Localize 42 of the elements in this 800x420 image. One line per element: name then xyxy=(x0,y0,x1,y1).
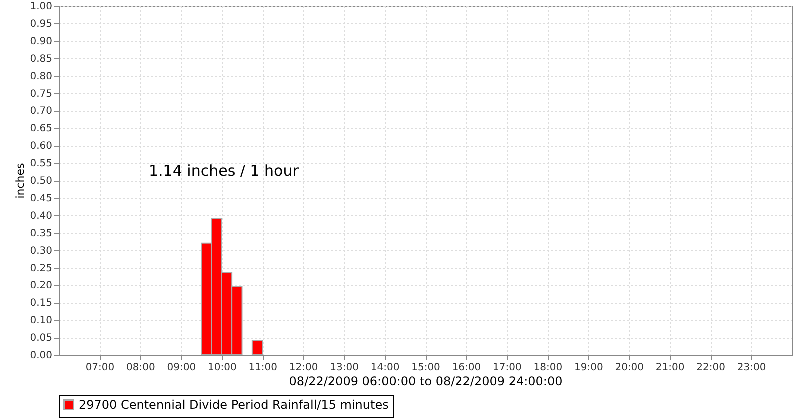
x-tick-label: 10:00 xyxy=(208,362,237,374)
y-tick-label: 0.95 xyxy=(30,18,52,30)
x-tick-label: 22:00 xyxy=(696,362,726,374)
x-tick-label: 19:00 xyxy=(574,362,604,374)
y-tick-label: 0.20 xyxy=(30,280,52,292)
y-tick-label: 0.50 xyxy=(30,176,52,187)
x-tick-label: 07:00 xyxy=(86,362,115,374)
y-tick-label: 0.15 xyxy=(30,298,52,310)
y-tick-label: 1.00 xyxy=(30,2,52,12)
y-tick-label: 0.80 xyxy=(30,71,52,82)
x-tick-label: 23:00 xyxy=(737,362,766,374)
y-tick-label: 0.90 xyxy=(30,36,52,48)
y-tick-label: 0.35 xyxy=(30,228,52,240)
x-axis-title: 08/22/2009 06:00:00 to 08/22/2009 24:00:00 xyxy=(289,374,563,388)
y-tick-label: 0.10 xyxy=(30,316,52,327)
annotation: 1.14 inches / 1 hour xyxy=(149,162,300,180)
x-tick-label: 12:00 xyxy=(289,362,318,374)
y-tick-label: 0.65 xyxy=(30,124,52,135)
y-tick-label: 0.85 xyxy=(30,54,52,65)
x-tick-label: 18:00 xyxy=(534,362,563,374)
x-tick-label: 16:00 xyxy=(452,362,482,374)
x-tick-label: 11:00 xyxy=(248,362,278,374)
x-tick-label: 15:00 xyxy=(412,362,440,374)
x-tick-label: 14:00 xyxy=(370,362,400,374)
y-tick-label: 0.60 xyxy=(30,141,52,152)
y-tick-label: 0.30 xyxy=(30,246,52,257)
y-tick-label: 0.00 xyxy=(30,350,52,362)
x-tick-label: 08:00 xyxy=(126,362,156,374)
y-tick-label: 0.25 xyxy=(30,263,52,274)
y-tick-label: 0.70 xyxy=(30,106,52,118)
x-tick-label: 09:00 xyxy=(167,362,196,374)
y-axis-title: inches xyxy=(14,162,28,199)
y-tick-label: 0.40 xyxy=(30,210,52,222)
x-tick-label: 21:00 xyxy=(656,362,685,374)
x-tick-label: 13:00 xyxy=(330,362,359,374)
legend-label: 29700 Centennial Divide Period Rainfall/15 minutes xyxy=(79,398,389,412)
y-tick-label: 0.55 xyxy=(30,158,52,170)
y-tick-label: 0.45 xyxy=(30,193,52,204)
y-tick-label: 0.05 xyxy=(30,333,52,344)
y-tick-label: 0.75 xyxy=(30,88,52,100)
x-tick-label: 20:00 xyxy=(615,362,644,374)
x-tick-label: 17:00 xyxy=(493,362,522,374)
